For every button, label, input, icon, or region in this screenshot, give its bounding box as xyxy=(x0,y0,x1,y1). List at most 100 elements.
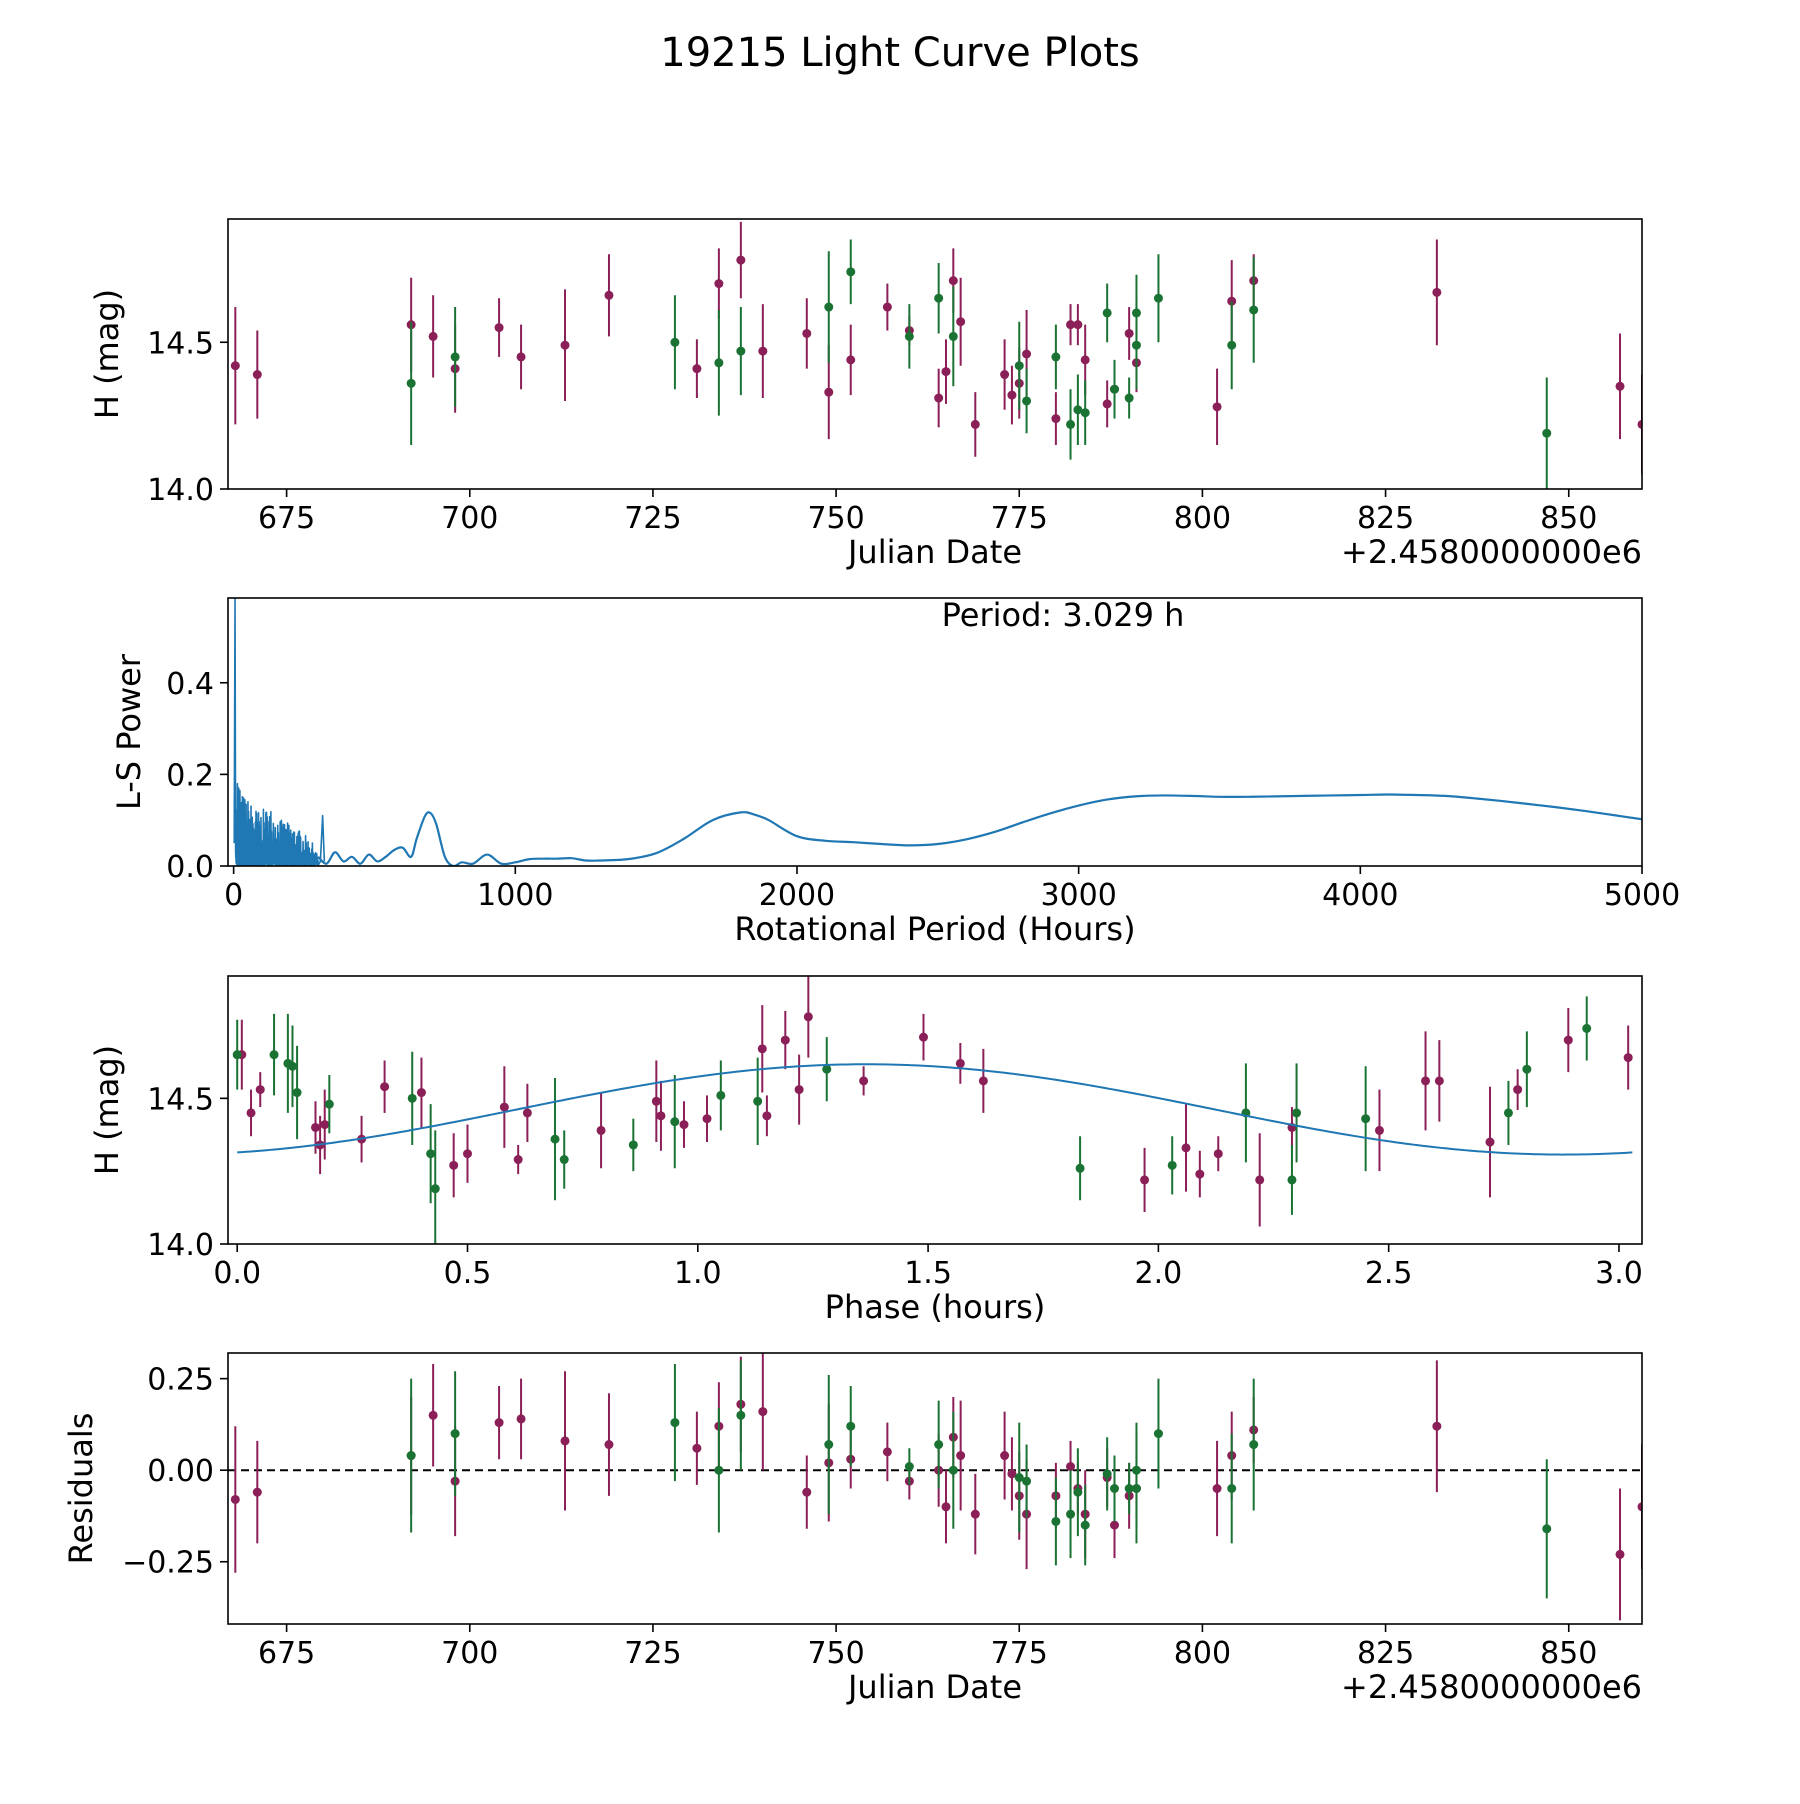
data-point xyxy=(762,1111,772,1121)
data-point xyxy=(1066,419,1076,429)
data-point xyxy=(450,352,460,362)
data-point xyxy=(463,1149,473,1159)
data-point xyxy=(736,1410,746,1420)
axes-frame xyxy=(227,597,1643,867)
data-point xyxy=(1167,1160,1177,1170)
x-tick-label: 725 xyxy=(624,501,681,536)
data-point xyxy=(324,1099,334,1109)
x-tick-label: 1.5 xyxy=(904,1256,952,1291)
data-point xyxy=(794,1085,804,1095)
x-tick-label: 775 xyxy=(991,501,1048,536)
x-tick-label: 4000 xyxy=(1322,878,1398,913)
x-tick-label: 0.5 xyxy=(444,1256,492,1291)
data-point xyxy=(230,361,240,371)
data-point xyxy=(670,337,680,347)
x-tick-label: 750 xyxy=(807,501,864,536)
plot-area xyxy=(232,976,1633,1244)
data-point xyxy=(948,276,958,286)
y-axis-label: Residuals xyxy=(62,1413,100,1565)
data-point xyxy=(320,1120,330,1130)
data-point xyxy=(560,1436,570,1446)
data-point xyxy=(628,1140,638,1150)
data-point xyxy=(753,1096,763,1106)
data-point xyxy=(824,1440,834,1450)
data-point xyxy=(406,378,416,388)
data-point xyxy=(956,1451,966,1461)
x-tick-label: 800 xyxy=(1174,1636,1231,1671)
panel-light-curve: 675 700 725 750 775 800 825 850 14.0 14.5 Julian D… xyxy=(88,218,1643,571)
data-point xyxy=(1432,287,1442,297)
data-point xyxy=(1051,414,1061,424)
data-point xyxy=(1022,349,1032,359)
data-point xyxy=(255,1085,265,1095)
data-point xyxy=(679,1120,689,1130)
data-point xyxy=(1213,1149,1223,1159)
x-tick-label: 1000 xyxy=(477,878,553,913)
data-point xyxy=(1153,293,1163,303)
y-tick-label: 14.5 xyxy=(147,1082,214,1117)
data-point xyxy=(1073,320,1083,330)
data-point xyxy=(1051,1516,1061,1526)
data-point xyxy=(494,323,504,333)
data-point xyxy=(904,1462,914,1472)
x-axis-label: Phase (hours) xyxy=(825,1288,1046,1326)
axes-frame xyxy=(227,1352,1643,1625)
y-tick-label: 14.0 xyxy=(147,473,214,508)
data-point xyxy=(513,1155,523,1165)
data-point xyxy=(1080,408,1090,418)
x-tick-label: 850 xyxy=(1540,1636,1597,1671)
data-point xyxy=(430,1184,440,1194)
y-tick-label: 0.25 xyxy=(147,1363,214,1398)
x-tick-label: 675 xyxy=(258,1636,315,1671)
data-point xyxy=(1007,1469,1017,1479)
data-point xyxy=(934,293,944,303)
x-tick-label: 3.0 xyxy=(1595,1256,1643,1291)
x-offset-text: +2.4580000000e6 xyxy=(1341,1668,1642,1706)
data-point xyxy=(604,1440,614,1450)
data-point xyxy=(904,331,914,341)
data-point xyxy=(604,290,614,300)
data-point xyxy=(550,1134,560,1144)
data-point xyxy=(1361,1114,1371,1124)
y-tick-label: 0.00 xyxy=(147,1454,214,1489)
data-point xyxy=(428,1410,438,1420)
data-point xyxy=(822,1064,832,1074)
data-point xyxy=(692,1443,702,1453)
data-point xyxy=(1212,1484,1222,1493)
data-point xyxy=(956,317,966,327)
data-point xyxy=(670,1117,680,1127)
x-tick-label: 2.0 xyxy=(1135,1256,1183,1291)
data-point xyxy=(736,255,746,265)
y-tick-label: 0.4 xyxy=(166,667,214,702)
data-point xyxy=(1102,1469,1112,1479)
data-point xyxy=(252,370,262,380)
y-tick-label: 0.2 xyxy=(166,758,214,793)
x-tick-label: 675 xyxy=(258,501,315,536)
data-point xyxy=(1075,1163,1085,1173)
x-axis-label: Julian Date xyxy=(846,533,1022,571)
data-point xyxy=(802,1487,812,1497)
x-tick-label: 700 xyxy=(441,501,498,536)
data-point xyxy=(311,1122,321,1132)
data-point xyxy=(269,1050,279,1060)
y-axis-label: H (mag) xyxy=(88,289,126,419)
data-point xyxy=(1073,405,1083,415)
data-point xyxy=(1124,1484,1134,1493)
data-point xyxy=(1542,1524,1552,1534)
data-point xyxy=(670,1418,680,1428)
data-point xyxy=(941,367,951,377)
data-point xyxy=(246,1108,256,1118)
y-tick-label: −0.25 xyxy=(122,1546,214,1581)
data-point xyxy=(1522,1064,1532,1074)
data-point xyxy=(1615,381,1625,391)
data-point xyxy=(560,340,570,350)
data-point xyxy=(1287,1175,1297,1185)
data-point xyxy=(1000,370,1010,380)
data-point xyxy=(955,1058,965,1068)
data-point xyxy=(1066,1462,1076,1472)
period-annotation: Period: 3.029 h xyxy=(942,596,1185,634)
data-point xyxy=(1102,308,1112,318)
data-point xyxy=(1623,1053,1633,1063)
data-point xyxy=(1615,1549,1625,1559)
